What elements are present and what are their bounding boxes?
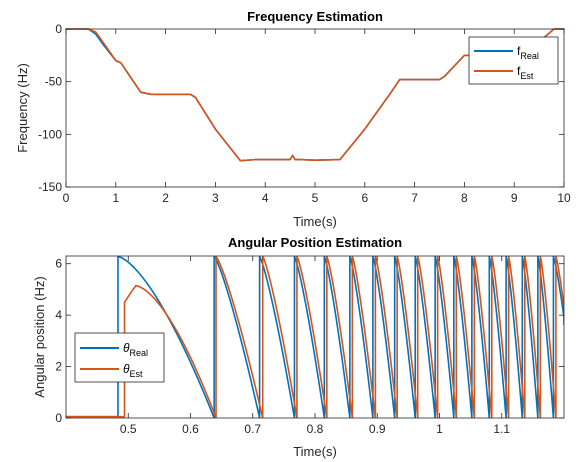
y-tick-label: 4 <box>55 308 62 322</box>
legend-sub: Est <box>520 71 534 81</box>
series-line-est <box>66 256 564 418</box>
legend-main: θ <box>123 362 130 376</box>
x-tick-label: 2 <box>162 191 169 205</box>
x-tick-label: 1.1 <box>493 422 510 436</box>
x-tick-label: 6 <box>361 191 368 205</box>
legend-sub: Est <box>130 369 144 379</box>
y-tick-label: -50 <box>45 75 63 89</box>
tick-group: 0 1 2 3 4 5 6 7 8 9 10 -150 -100 -50 0 <box>38 22 571 205</box>
x-tick-label: 0 <box>63 191 70 205</box>
y-tick-label: 0 <box>55 22 62 36</box>
y-tick-label: 6 <box>55 257 62 271</box>
x-tick-label: 1 <box>112 191 119 205</box>
series-line-est <box>65 28 565 162</box>
legend-entry-real: θReal <box>123 341 148 358</box>
x-tick-label: 0.5 <box>120 422 137 436</box>
series-clip <box>66 256 564 418</box>
y-tick-label: -100 <box>38 127 62 141</box>
legend-entry-real: fReal <box>517 44 539 61</box>
legend-sub: Real <box>520 51 539 61</box>
series-group <box>65 28 565 162</box>
x-tick-label: 0.6 <box>182 422 199 436</box>
frequency-chart: Frequency Estimation 0 1 2 3 4 5 6 7 8 9 10 -150 -10… <box>15 9 571 229</box>
legend-entry-est: fEst <box>517 64 534 81</box>
angular-position-chart: Angular Position Estimation 0.5 0.6 0.7 0.8… <box>32 235 565 459</box>
legend-box <box>468 36 559 85</box>
y-tick-label: -150 <box>38 180 62 194</box>
series-line-real <box>66 256 564 418</box>
legend-main: f <box>517 44 521 58</box>
y-tick-label: 0 <box>55 411 62 425</box>
x-tick-label: 10 <box>557 191 571 205</box>
y-axis-label: Frequency (Hz) <box>15 63 30 153</box>
chart-title: Angular Position Estimation <box>228 235 402 250</box>
x-tick-label: 4 <box>262 191 269 205</box>
legend: fReal fEst <box>468 36 559 85</box>
x-tick-label: 7 <box>411 191 418 205</box>
x-tick-label: 8 <box>461 191 468 205</box>
legend: θReal θEst <box>74 332 165 383</box>
legend-main: θ <box>123 341 130 355</box>
x-axis-label: Time(s) <box>293 444 337 459</box>
x-tick-label: 0.7 <box>244 422 261 436</box>
x-tick-label: 3 <box>212 191 219 205</box>
x-tick-label: 5 <box>312 191 319 205</box>
x-tick-label: 0.8 <box>307 422 324 436</box>
y-tick-label: 2 <box>55 360 62 374</box>
legend-sub: Real <box>130 348 149 358</box>
y-axis-label: Angular position (Hz) <box>32 276 47 397</box>
x-tick-label: 1 <box>436 422 443 436</box>
tick-group: 0.5 0.6 0.7 0.8 0.9 1 1.1 0 2 4 6 <box>55 256 564 436</box>
x-tick-label: 0.9 <box>369 422 386 436</box>
legend-box <box>74 332 165 383</box>
x-axis-label: Time(s) <box>293 214 337 229</box>
chart-title: Frequency Estimation <box>247 9 383 24</box>
legend-main: f <box>517 64 521 78</box>
x-tick-label: 9 <box>511 191 518 205</box>
legend-entry-est: θEst <box>123 362 143 379</box>
series-group <box>66 256 564 418</box>
